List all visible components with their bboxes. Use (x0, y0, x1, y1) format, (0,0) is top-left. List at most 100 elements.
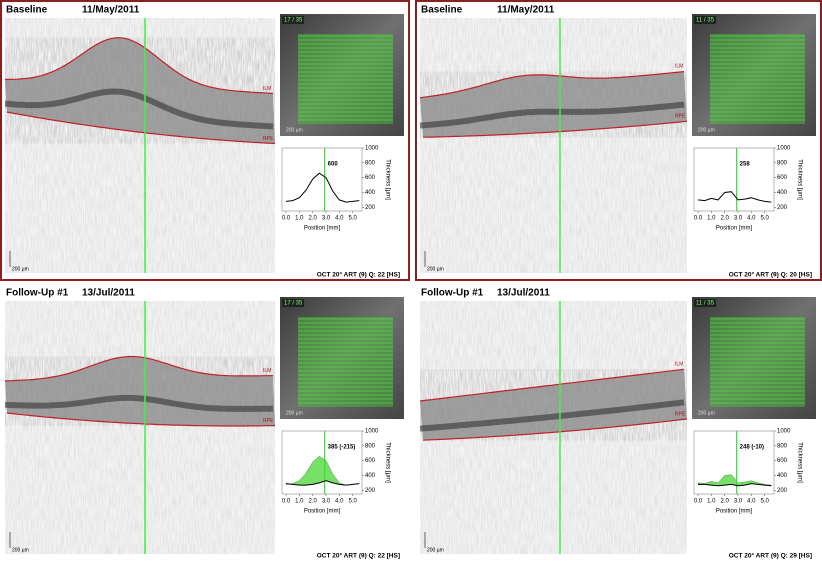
fundus-image (692, 14, 816, 136)
scan-area (298, 34, 393, 124)
rpe-label: RPE (675, 114, 686, 120)
scan-footer: OCT 20° ART (9) Q: 29 [HS] (729, 552, 812, 560)
y-tick-label: 1000 (365, 146, 379, 152)
y-tick-label: 600 (365, 175, 376, 181)
panel-date: 11/May/2011 (82, 5, 140, 16)
x-tick-label: 0.0 (282, 216, 291, 222)
panel-label: Baseline (421, 5, 463, 16)
ilm-line (5, 37, 274, 94)
x-tick-label: 2.0 (720, 499, 729, 505)
x-tick-label: 4.0 (335, 499, 344, 505)
thickness-annotation: 600 (328, 162, 339, 168)
panel-label: Baseline (6, 5, 48, 16)
y-tick-label: 200 (365, 488, 376, 494)
plot-frame (693, 147, 775, 212)
scale-label: 200 µm (12, 547, 29, 553)
plot-frame (281, 147, 363, 212)
retina-texture (5, 37, 275, 144)
x-tick-label: 2.0 (720, 216, 729, 222)
thickness-line (697, 191, 772, 203)
scale-label: 200 µm (427, 547, 444, 553)
x-tick-label: 1.0 (707, 216, 716, 222)
y-tick-label: 1000 (365, 429, 379, 435)
x-tick-label: 5.0 (348, 499, 357, 505)
x-tick-label: 1.0 (707, 499, 716, 505)
y-tick-label: 800 (777, 443, 788, 449)
rpe-label: RPE (675, 411, 686, 417)
x-axis-label: Position [mm] (716, 226, 753, 232)
panel-date: 11/May/2011 (497, 5, 555, 16)
x-tick-label: 3.0 (322, 216, 331, 222)
y-tick-label: 200 (777, 488, 788, 494)
y-tick-label: 400 (365, 473, 376, 479)
scan-area (710, 317, 805, 407)
x-axis-label: Position [mm] (716, 509, 753, 515)
ilm-label: ILM (263, 368, 271, 374)
ilm-label: ILM (675, 361, 683, 367)
fundus-scale-label: 200 µm (698, 410, 715, 416)
x-tick-label: 3.0 (734, 499, 743, 505)
panel-date: 13/Jul/2011 (497, 288, 550, 299)
thickness-annotation: 248 (-10) (740, 445, 764, 451)
y-tick-label: 800 (365, 443, 376, 449)
y-axis-label: Thickness [µm] (796, 159, 802, 200)
scan-label: 17 / 35 (284, 18, 303, 24)
y-tick-label: 200 (365, 205, 376, 211)
scan-area (710, 34, 805, 124)
ilm-line (419, 368, 685, 402)
x-tick-label: 4.0 (335, 216, 344, 222)
fundus-scale-label: 200 µm (286, 410, 303, 416)
rpe-line (422, 418, 688, 441)
fundus-scale-label: 200 µm (286, 127, 303, 133)
y-axis-label: Thickness [µm] (796, 442, 802, 483)
rpe-line (6, 412, 276, 427)
scan-area (298, 317, 393, 407)
scan-footer: OCT 20° ART (9) Q: 22 [HS] (317, 271, 400, 279)
x-tick-label: 3.0 (322, 499, 331, 505)
x-tick-label: 1.0 (295, 216, 304, 222)
y-tick-label: 800 (777, 160, 788, 166)
ilm-line (4, 355, 274, 382)
scale-label: 200 µm (427, 266, 444, 272)
oct-noise (5, 301, 275, 554)
y-axis-label: Thickness [µm] (384, 442, 390, 483)
thickness-annotation: 258 (740, 162, 751, 168)
ilm-line (419, 71, 685, 99)
oct-noise (420, 18, 687, 273)
thickness-line (698, 483, 772, 487)
thickness-line (285, 172, 360, 203)
x-tick-label: 0.0 (282, 499, 291, 505)
panel-border (0, 0, 410, 281)
x-axis-label: Position [mm] (304, 226, 341, 232)
fundus-scale-label: 200 µm (698, 127, 715, 133)
x-tick-label: 0.0 (694, 216, 703, 222)
scan-badge (694, 16, 716, 24)
retina-band (419, 101, 685, 129)
panel: Follow-Up #1 13/Jul/2011 ILM RPE 200 µm 11 / … (419, 288, 816, 560)
panel: Baseline 11/May/2011 ILM RPE 200 µm 11 / 35 20… (415, 0, 822, 281)
rpe-line (6, 111, 276, 145)
scan-footer: OCT 20° ART (9) Q: 20 [HS] (729, 271, 812, 279)
fundus-image (280, 297, 404, 419)
y-tick-label: 400 (777, 190, 788, 196)
x-tick-label: 2.0 (308, 216, 317, 222)
rpe-line (423, 120, 688, 138)
y-tick-label: 600 (777, 458, 788, 464)
panel-border (415, 0, 822, 281)
panel-label: Follow-Up #1 (6, 288, 69, 299)
scan-label: 17 / 35 (284, 301, 303, 307)
scan-badge (282, 299, 304, 307)
retina-band (419, 399, 685, 432)
x-tick-label: 4.0 (747, 499, 756, 505)
scan-footer: OCT 20° ART (9) Q: 22 [HS] (317, 552, 400, 560)
x-axis-label: Position [mm] (304, 509, 341, 515)
x-tick-label: 5.0 (348, 216, 357, 222)
x-tick-label: 0.0 (694, 499, 703, 505)
retina-texture (420, 71, 687, 138)
x-tick-label: 3.0 (734, 216, 743, 222)
y-tick-label: 600 (365, 458, 376, 464)
scan-label: 11 / 35 (696, 301, 715, 307)
y-tick-label: 1000 (777, 146, 791, 152)
y-tick-label: 400 (365, 190, 376, 196)
y-tick-label: 1000 (777, 429, 791, 435)
